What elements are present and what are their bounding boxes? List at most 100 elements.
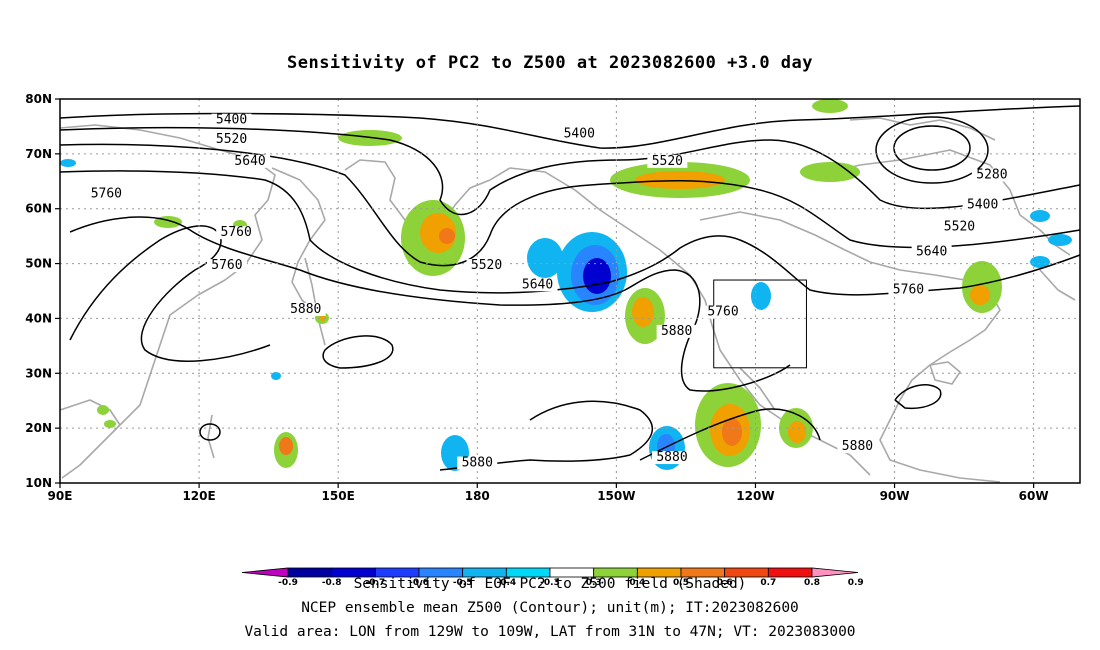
philippines-coast: [207, 414, 215, 459]
japan-coast: [304, 257, 326, 346]
colorbar-label: -0.6: [409, 578, 429, 588]
shade-region: [104, 420, 116, 428]
shade-region: [527, 238, 563, 278]
contour-label: 5640: [522, 277, 553, 292]
contour-label-bg: [457, 456, 498, 470]
contour-label: 5880: [661, 324, 692, 339]
namerica-eastcoast: [699, 211, 1001, 483]
contour-label-bg: [652, 451, 692, 465]
lat-tick-label: 80N: [25, 92, 52, 106]
contour-5640: [59, 143, 1081, 267]
colorbar-label: 0.6: [717, 578, 733, 588]
shade-region: [632, 297, 654, 327]
shade-region: [320, 315, 326, 321]
shade-region: [970, 285, 990, 305]
lon-tick-label: 150W: [597, 489, 635, 503]
shade-region: [751, 282, 771, 310]
colorbar-label: 0.8: [804, 578, 820, 588]
contour-label-bg: [837, 440, 878, 454]
contour-label: 5880: [842, 439, 873, 454]
shade-region: [722, 418, 742, 446]
contour-label-bg: [230, 154, 271, 168]
contour-5520: [59, 126, 1081, 216]
contour-label: 5760: [211, 258, 242, 273]
contour-label-bg: [86, 187, 127, 201]
contour-5880-gulf: [894, 384, 942, 410]
lat-tick-label: 50N: [25, 257, 52, 271]
lat-tick-label: 60N: [25, 202, 52, 216]
contour-5880: [69, 216, 791, 392]
shade-region: [279, 437, 293, 455]
colorbar-label: -0.5: [453, 578, 473, 588]
colorbar-label: -0.7: [365, 578, 385, 588]
contour-label: 5760: [221, 225, 252, 240]
contour-label-bg: [971, 168, 1012, 182]
baja-coast: [739, 367, 776, 411]
contour-label-bg: [647, 154, 688, 168]
contour-label: 5760: [707, 305, 738, 320]
contour-label: 5880: [656, 450, 687, 465]
contour-5280-inner: [893, 125, 971, 171]
contour-label-bg: [211, 113, 252, 127]
contour-label-bg: [962, 198, 1003, 212]
contour-label-bg: [911, 245, 952, 259]
colorbar-low-extend: [241, 567, 289, 578]
shade-region: [1048, 234, 1072, 246]
contour-label-bg: [656, 324, 697, 338]
contour-label-bg: [206, 259, 247, 273]
contour-label: 5400: [216, 113, 247, 128]
footer-valid-area: Valid area: LON from 129W to 109W, LAT f…: [244, 624, 855, 640]
contour-label: 5640: [916, 244, 947, 259]
contour-label: 5880: [290, 302, 321, 317]
contour-label: 5760: [893, 283, 924, 298]
shade-region: [1030, 256, 1050, 268]
lon-tick-label: 90E: [48, 489, 73, 503]
shade-region: [60, 159, 76, 167]
contour-label-bg: [517, 278, 558, 292]
valid-area-box: [713, 279, 807, 369]
contour-label: 5640: [234, 154, 265, 169]
colorbar-label: 0.5: [673, 578, 689, 588]
lon-tick-label: 150E: [322, 489, 355, 503]
shade-region: [788, 421, 806, 443]
contour-labels: 5400 5400 5520 5640 5520 5760 5760 5760 5520 5640…: [86, 113, 1012, 471]
lat-tick-label: 10N: [25, 476, 52, 490]
shade-region: [812, 99, 848, 113]
arctic-islands: [849, 117, 996, 141]
contour-label-bg: [216, 226, 257, 240]
colorbar-label: -0.8: [322, 578, 342, 588]
contour-label-bg: [939, 220, 980, 234]
contour-label: 5760: [91, 187, 122, 202]
contour-label-bg: [285, 302, 326, 316]
contour-5280: [875, 116, 989, 184]
colorbar-label: 0.7: [760, 578, 776, 588]
contour-5880-closed: [322, 335, 394, 369]
florida-coast: [929, 361, 961, 385]
colorbar-label: 0.9: [848, 578, 864, 588]
shade-region: [271, 372, 281, 380]
newfoundland-coast: [1039, 269, 1076, 301]
shade-region: [1030, 210, 1050, 222]
contour-label-bg: [888, 283, 929, 297]
contour-label: 5520: [471, 258, 502, 273]
lon-tick-label: 60W: [1019, 489, 1049, 503]
colorbar-label: -0.9: [278, 578, 298, 588]
lat-tick-label: 20N: [25, 421, 52, 435]
colorbar-high-extend: [811, 567, 859, 578]
colorbar: -0.9 -0.8 -0.7 -0.6 -0.5 -0.4 -0.3 0.3 0.4 0.5 0.6…: [241, 567, 864, 588]
footer-contour-caption: NCEP ensemble mean Z500 (Contour); unit(…: [301, 600, 799, 616]
colorbar-swatch: [767, 567, 813, 578]
contour-label: 5400: [564, 126, 595, 141]
lon-tick-label: 180: [465, 489, 490, 503]
longitude-axis: 90E 120E 150E 180 150W 120W 90W 60W: [48, 483, 1049, 503]
colorbar-swatch: [287, 567, 333, 578]
contour-5400: [59, 105, 1081, 149]
contour-5880-south: [439, 400, 654, 471]
south-asia-coast: [59, 399, 121, 426]
shade-region: [439, 228, 455, 244]
shade-region: [97, 405, 109, 415]
shaded-sensitivity: [60, 99, 1072, 471]
contour-label: 5280: [976, 168, 1007, 183]
lon-tick-label: 90W: [880, 489, 910, 503]
contour-small-closed: [199, 423, 221, 441]
